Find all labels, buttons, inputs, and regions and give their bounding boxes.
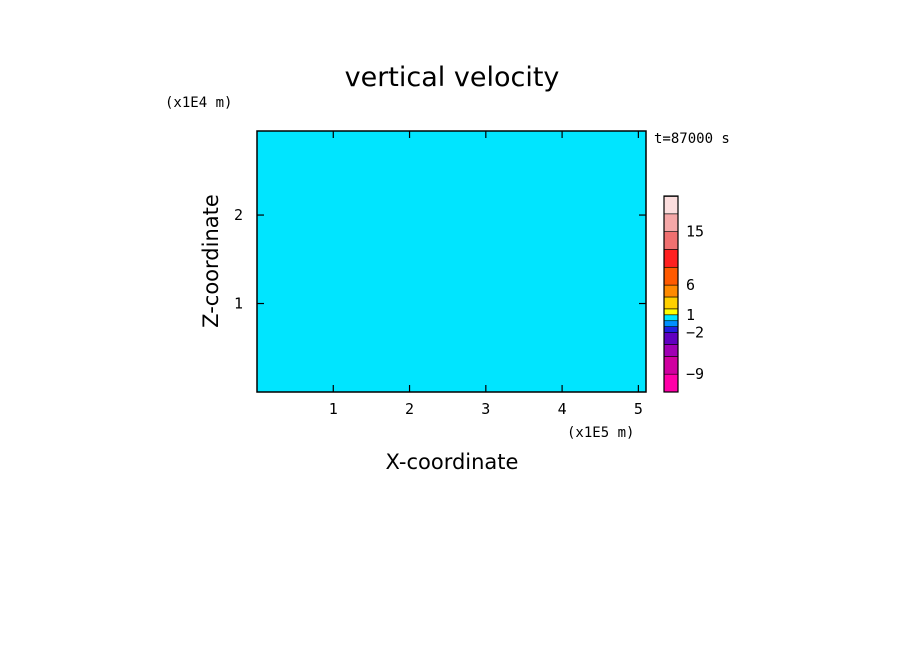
- x-tick-label: 1: [329, 400, 338, 418]
- y-axis-unit: (x1E4 m): [165, 95, 232, 111]
- x-axis-label: X-coordinate: [386, 450, 519, 474]
- colorbar-tick-label: 6: [686, 276, 695, 294]
- colorbar-segment: [663, 344, 679, 357]
- x-axis-unit: (x1E5 m): [567, 425, 634, 441]
- colorbar-tick-label: 15: [686, 223, 704, 241]
- colorbar: 15 6 1−2 −9: [663, 195, 704, 393]
- x-ticks: 1 2 3 4 5: [329, 131, 643, 418]
- colorbar-tick-label: 1: [686, 306, 695, 324]
- colorbar-segment: [663, 266, 679, 286]
- colorbar-segment: [663, 296, 679, 310]
- velocity-field: [257, 131, 646, 392]
- y-ticks: 12: [234, 206, 646, 313]
- colorbar-segment: [663, 373, 679, 393]
- colorbar-segment: [663, 308, 679, 316]
- colorbar-tick-label: −2: [686, 324, 704, 342]
- x-tick-label: 3: [481, 400, 490, 418]
- y-tick-label: 1: [234, 295, 243, 313]
- field-positive-regions: [257, 131, 646, 392]
- colorbar-segment: [663, 249, 679, 268]
- time-label: t=87000 s: [654, 131, 730, 147]
- x-tick-label: 5: [634, 400, 643, 418]
- x-tick-label: 2: [405, 400, 414, 418]
- y-tick-label: 2: [234, 206, 243, 224]
- colorbar-segment: [663, 213, 679, 232]
- colorbar-segment: [663, 356, 679, 375]
- colorbar-frame: [663, 195, 679, 393]
- colorbar-segment: [663, 195, 679, 215]
- x-tick-label: 4: [558, 400, 567, 418]
- colorbar-segment: [663, 326, 679, 333]
- colorbar-segment: [663, 284, 679, 298]
- plot-frame: [256, 130, 647, 393]
- colorbar-tick-label: −9: [686, 365, 704, 383]
- y-axis-label: Z-coordinate: [199, 194, 223, 328]
- colorbar-segment: [663, 231, 679, 250]
- colorbar-segment: [663, 320, 679, 327]
- chart-title: vertical velocity: [345, 62, 560, 93]
- colorbar-segment: [663, 314, 679, 322]
- colorbar-segment: [663, 332, 679, 345]
